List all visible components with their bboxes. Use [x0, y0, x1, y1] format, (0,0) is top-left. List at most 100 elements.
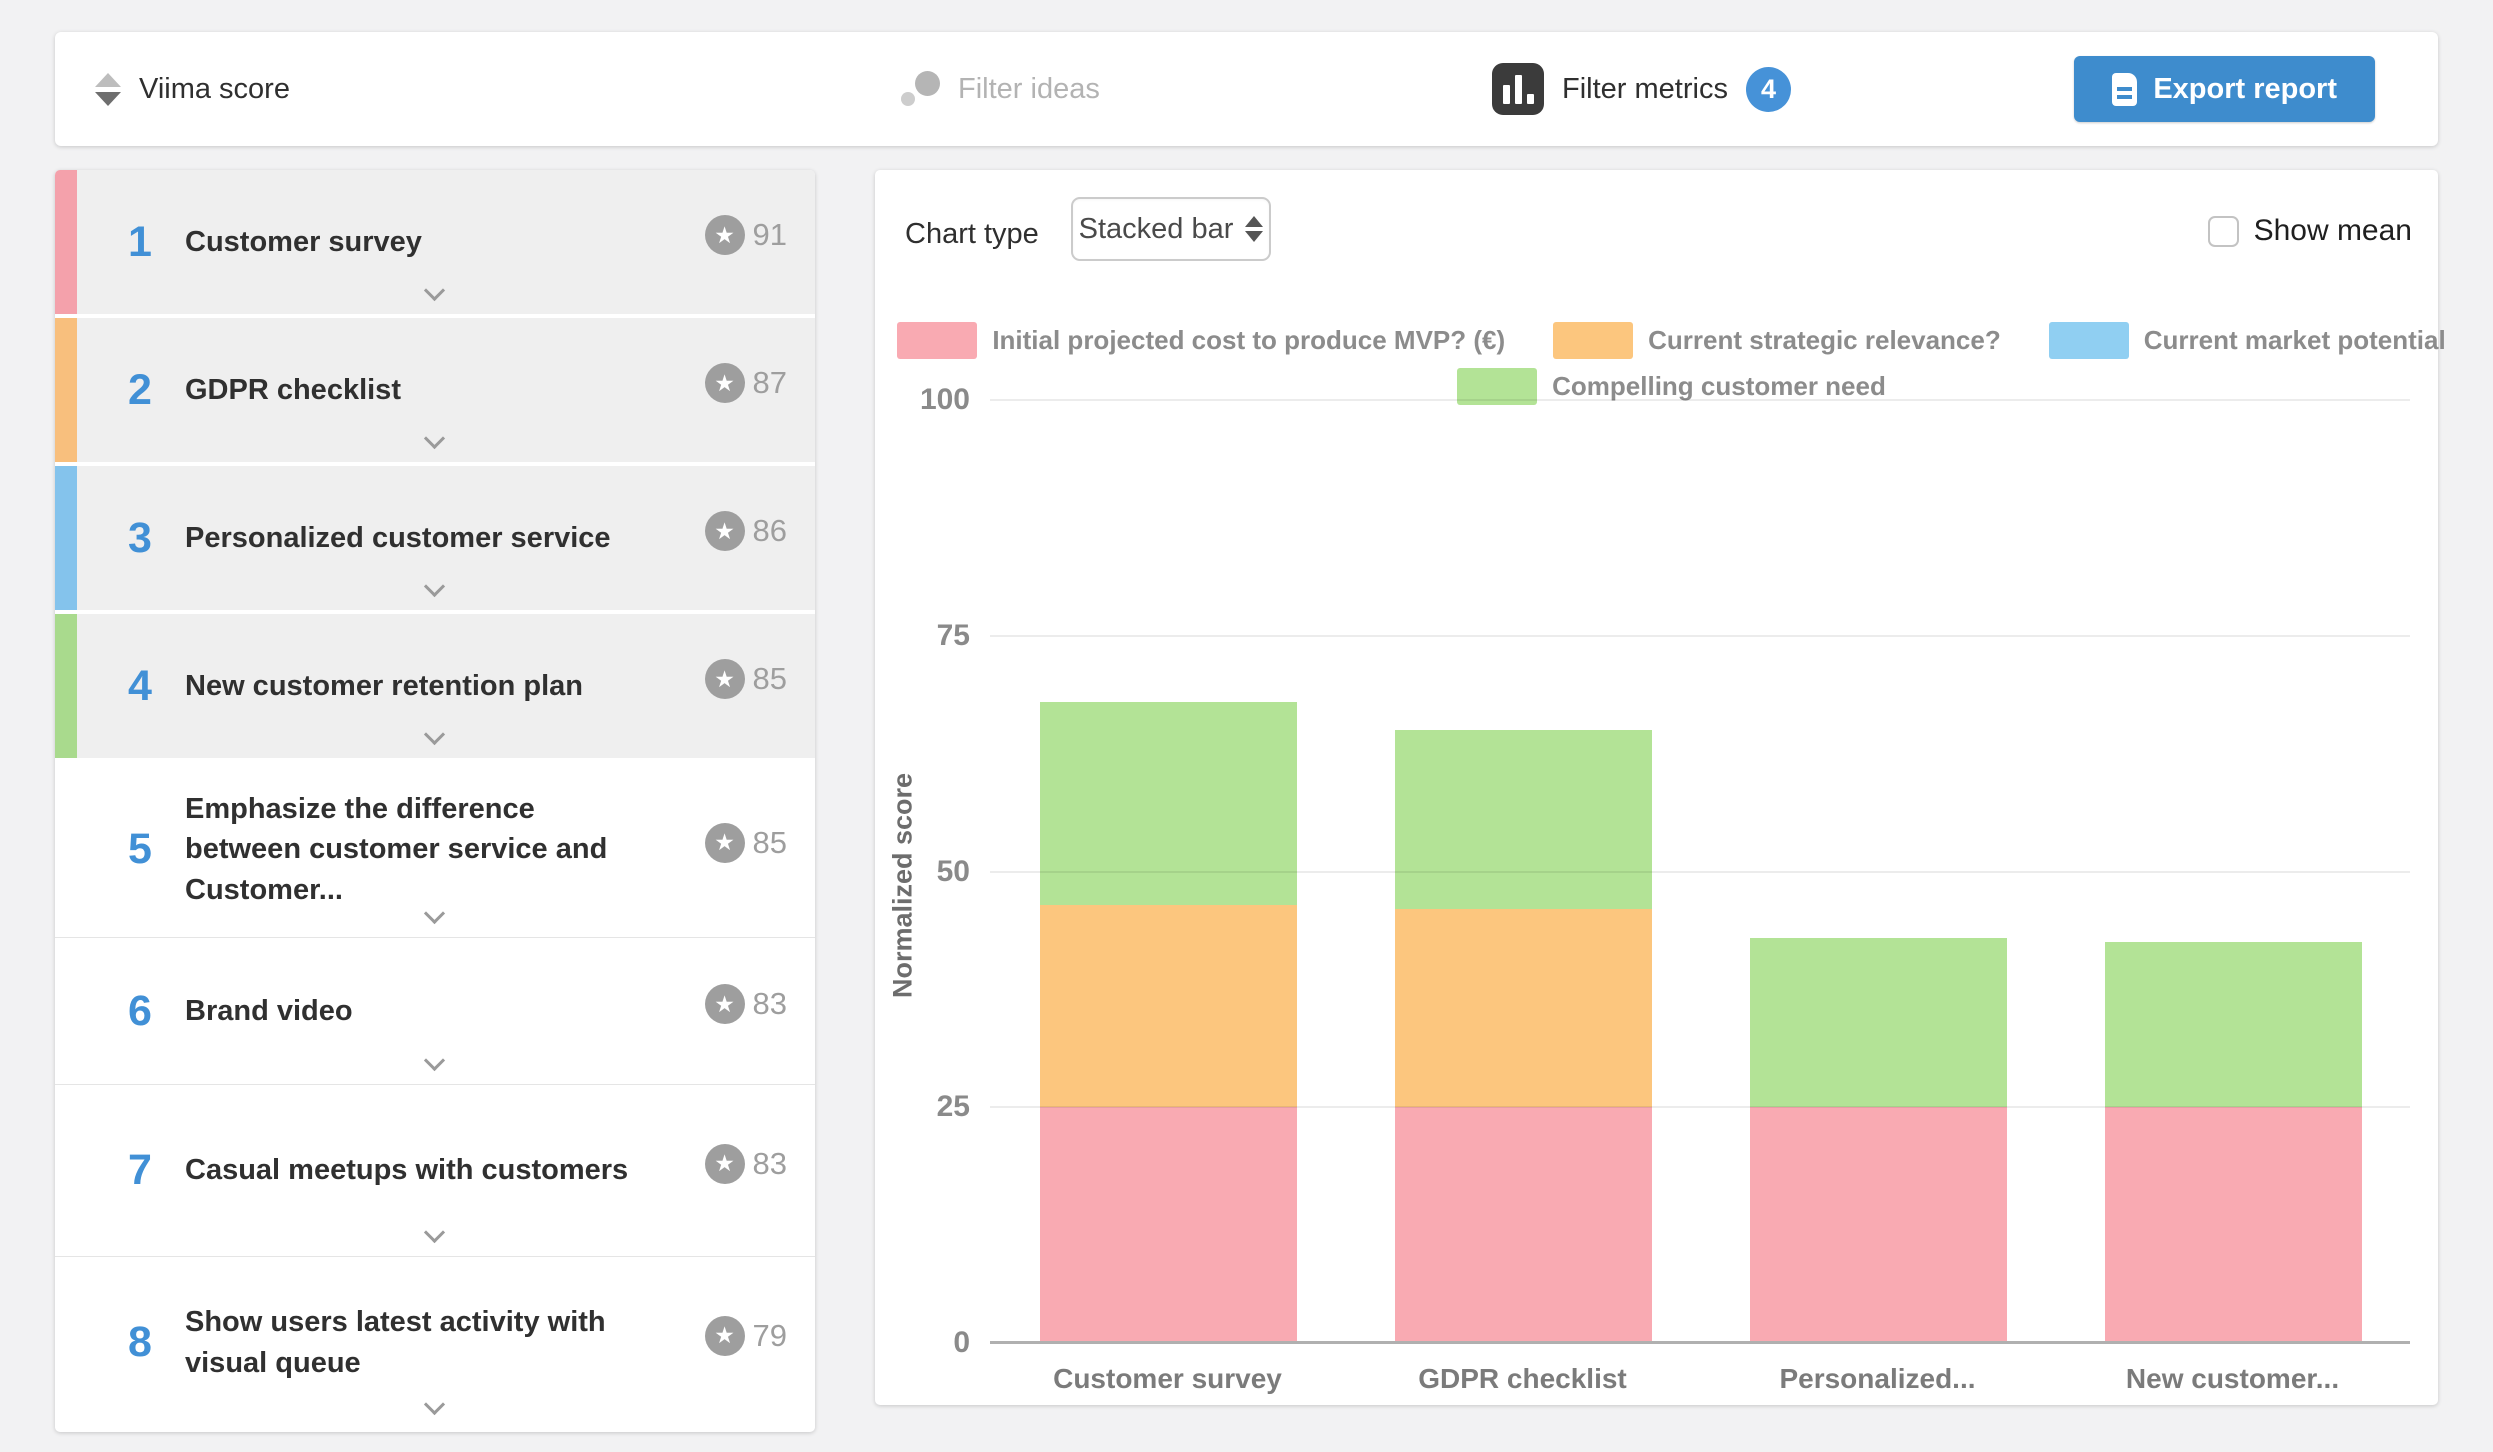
show-mean-checkbox[interactable] — [2207, 215, 2239, 247]
idea-score: 87 — [752, 365, 787, 400]
idea-list-item[interactable]: 2 GDPR checklist ★ 87 — [55, 318, 815, 462]
idea-title: Customer survey — [185, 225, 422, 258]
filter-metrics-count-badge: 4 — [1745, 66, 1791, 112]
legend-label: Compelling customer need — [1552, 371, 1886, 401]
star-icon: ★ — [704, 822, 745, 863]
idea-title: Show users latest activity with visual q… — [185, 1306, 606, 1379]
idea-score: 83 — [752, 1145, 787, 1181]
expand-chevron-down-icon[interactable] — [423, 427, 446, 450]
export-report-button[interactable]: Export report — [2074, 56, 2375, 122]
filter-ideas-label: Filter ideas — [958, 72, 1100, 105]
star-icon: ★ — [704, 659, 745, 699]
idea-score: 85 — [752, 661, 787, 696]
gridline — [990, 1106, 2410, 1109]
legend-item: Compelling customer need — [1457, 368, 1886, 405]
expand-chevron-down-icon[interactable] — [423, 279, 446, 302]
legend-swatch — [897, 322, 978, 359]
x-tick-label: New customer... — [2125, 1363, 2340, 1394]
y-tick-label: 100 — [919, 383, 970, 416]
bar-segment — [1749, 1107, 2007, 1343]
legend-swatch — [2048, 322, 2129, 359]
expand-chevron-down-icon[interactable] — [423, 1393, 446, 1416]
gridline — [990, 399, 2410, 401]
legend-item: Initial projected cost to produce MVP? (… — [897, 322, 1505, 359]
bar-slot — [1700, 400, 2055, 1343]
legend-swatch — [1553, 322, 1634, 359]
expand-chevron-down-icon[interactable] — [423, 575, 446, 598]
bar-segment — [1394, 730, 1652, 910]
idea-title: Emphasize the difference between custome… — [185, 793, 608, 906]
show-mean-toggle[interactable]: Show mean — [2207, 214, 2412, 248]
idea-score: 86 — [752, 513, 787, 548]
chart-panel: Chart type Stacked bar Show mean Initial… — [875, 170, 2446, 1405]
filter-ideas-button[interactable]: Filter ideas — [900, 32, 1100, 146]
idea-rank: 7 — [128, 1146, 152, 1194]
expand-chevron-down-icon[interactable] — [423, 1221, 446, 1244]
top-toolbar: Viima score Filter ideas Filter metrics … — [55, 32, 2438, 146]
idea-score-group: ★ 87 — [704, 318, 787, 448]
idea-score-group: ★ 86 — [704, 466, 787, 596]
category-color-strip — [55, 170, 77, 314]
y-tick-label: 25 — [936, 1090, 970, 1124]
idea-list-item[interactable]: 6 Brand video ★ 83 — [55, 937, 815, 1084]
idea-rank: 5 — [128, 825, 152, 873]
category-color-strip — [55, 318, 77, 462]
gridline — [990, 870, 2410, 873]
chart-type-select[interactable]: Stacked bar — [1071, 197, 1271, 261]
idea-list-item[interactable]: 5 Emphasize the difference between custo… — [55, 762, 815, 937]
sort-by-viima-score[interactable]: Viima score — [95, 32, 290, 146]
star-icon: ★ — [704, 1143, 745, 1184]
stacked-bar — [1394, 400, 1652, 1343]
idea-score-group: ★ 85 — [704, 614, 787, 744]
select-updown-icon — [1245, 216, 1264, 242]
show-mean-label: Show mean — [2253, 214, 2412, 247]
sort-arrows-icon — [95, 72, 121, 106]
idea-title: Personalized customer service — [185, 521, 611, 554]
sort-label: Viima score — [139, 72, 290, 105]
legend-item: Current strategic relevance? — [1553, 322, 2001, 359]
idea-list: 1 Customer survey ★ 91 2 GDPR checklist … — [55, 170, 815, 1432]
x-tick-label: Customer survey — [1053, 1363, 1282, 1394]
bar-segment — [1394, 909, 1652, 1108]
legend-swatch — [1457, 368, 1538, 405]
stacked-bar — [2104, 400, 2362, 1343]
filter-metrics-label: Filter metrics — [1562, 72, 1728, 105]
idea-list-item[interactable]: 3 Personalized customer service ★ 86 — [55, 466, 815, 610]
stacked-bar — [1039, 400, 1297, 1343]
idea-rank: 8 — [128, 1318, 152, 1366]
idea-title: GDPR checklist — [185, 373, 401, 406]
idea-score: 83 — [752, 986, 787, 1021]
star-icon: ★ — [704, 511, 745, 551]
stacked-bar — [1749, 400, 2007, 1343]
star-icon: ★ — [704, 1315, 745, 1356]
category-color-strip — [55, 614, 77, 758]
idea-rank: 1 — [128, 217, 152, 266]
idea-score-group: ★ 83 — [704, 938, 787, 1070]
bar-slot — [2055, 400, 2410, 1343]
idea-list-item[interactable]: 4 New customer retention plan ★ 85 — [55, 614, 815, 758]
idea-score-group: ★ 91 — [704, 170, 787, 300]
bar-segment — [1039, 701, 1297, 905]
star-icon: ★ — [704, 215, 745, 255]
y-tick-label: 50 — [936, 854, 970, 888]
export-report-label: Export report — [2153, 72, 2337, 105]
star-icon: ★ — [704, 363, 745, 403]
idea-title: Brand video — [185, 994, 353, 1027]
legend-label: Initial projected cost to produce MVP? (… — [992, 325, 1506, 355]
bar-segment — [2104, 1107, 2362, 1343]
expand-chevron-down-icon[interactable] — [423, 723, 446, 746]
gridline — [990, 634, 2410, 637]
idea-list-item[interactable]: 1 Customer survey ★ 91 — [55, 170, 815, 314]
expand-chevron-down-icon[interactable] — [423, 1049, 446, 1072]
idea-list-item[interactable]: 7 Casual meetups with customers ★ 83 — [55, 1084, 815, 1256]
chart-plot-area: 0 25 50 75 100 — [920, 383, 2410, 1359]
idea-rank: 4 — [128, 661, 152, 710]
idea-list-item[interactable]: 8 Show users latest activity with visual… — [55, 1256, 815, 1428]
category-color-strip — [55, 466, 77, 610]
bars-container — [990, 400, 2410, 1343]
y-tick-label: 75 — [936, 618, 970, 652]
x-tick-label: GDPR checklist — [1418, 1363, 1627, 1394]
filter-metrics-button[interactable]: Filter metrics 4 — [1492, 32, 1791, 146]
x-axis-labels: Customer survey GDPR checklist Personalize… — [990, 1363, 2410, 1395]
idea-score-group: ★ 83 — [704, 1085, 787, 1242]
